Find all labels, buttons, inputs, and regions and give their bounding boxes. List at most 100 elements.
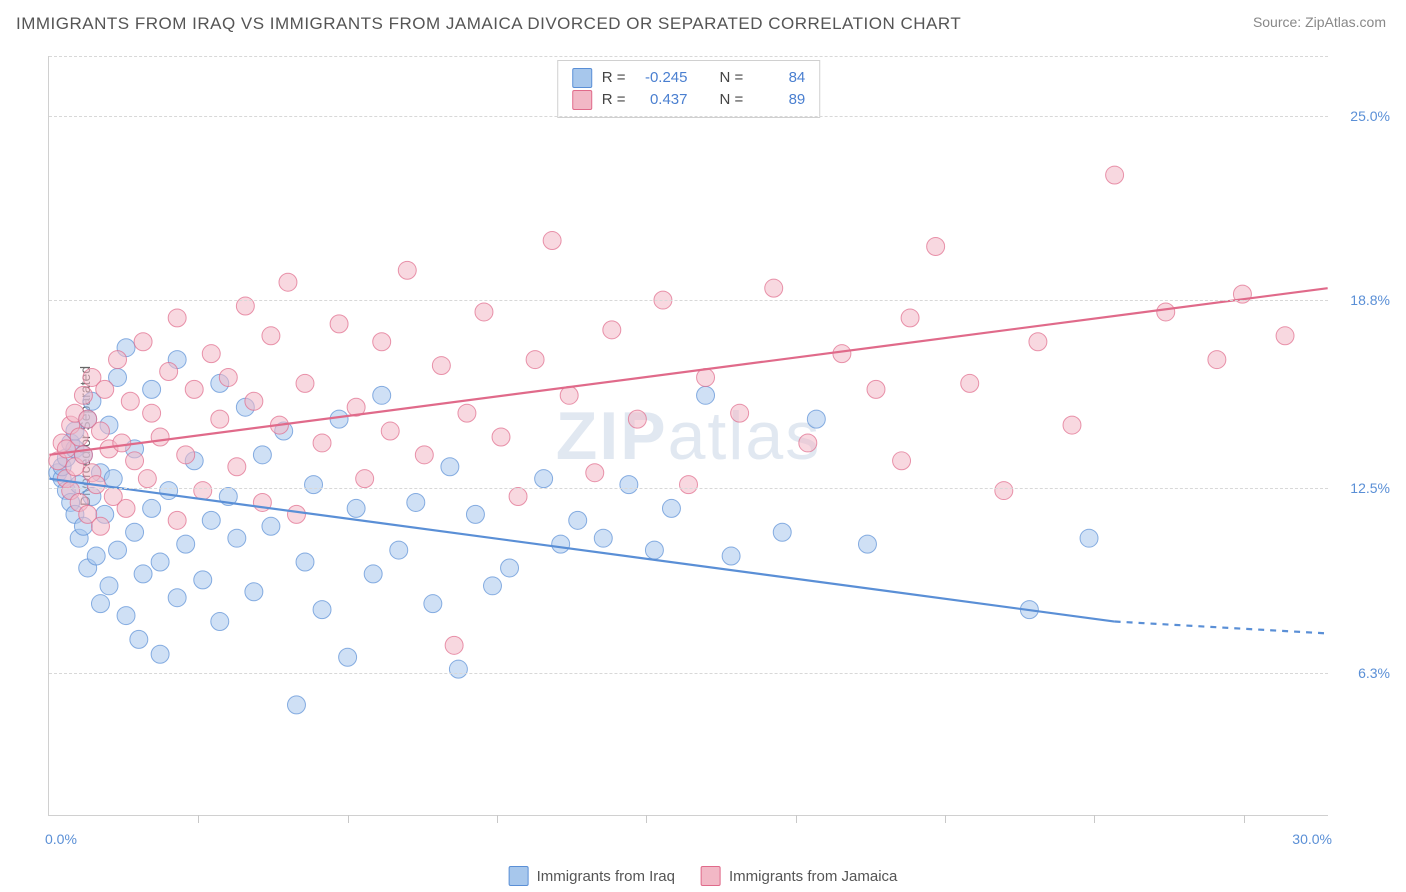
- data-point: [228, 458, 246, 476]
- data-point: [466, 505, 484, 523]
- data-point: [104, 470, 122, 488]
- data-point: [680, 476, 698, 494]
- data-point: [305, 476, 323, 494]
- data-point: [858, 535, 876, 553]
- gridline: [49, 300, 1328, 301]
- data-point: [143, 380, 161, 398]
- data-point: [194, 571, 212, 589]
- y-tick-label: 12.5%: [1350, 480, 1390, 496]
- data-point: [543, 232, 561, 250]
- legend-item: Immigrants from Jamaica: [701, 866, 897, 886]
- correlation-stats-box: R =-0.245N =84R =0.437N =89: [557, 60, 821, 118]
- data-point: [262, 517, 280, 535]
- data-point: [330, 315, 348, 333]
- data-point: [501, 559, 519, 577]
- x-tick: [1094, 815, 1095, 823]
- data-point: [1208, 351, 1226, 369]
- data-point: [432, 357, 450, 375]
- data-point: [109, 351, 127, 369]
- data-point: [91, 517, 109, 535]
- data-point: [1106, 166, 1124, 184]
- data-point: [833, 345, 851, 363]
- data-point: [458, 404, 476, 422]
- data-point: [211, 410, 229, 428]
- data-point: [126, 523, 144, 541]
- data-point: [1080, 529, 1098, 547]
- data-point: [449, 660, 467, 678]
- r-label: R =: [602, 89, 626, 111]
- data-point: [373, 386, 391, 404]
- data-point: [100, 577, 118, 595]
- data-point: [202, 345, 220, 363]
- data-point: [151, 428, 169, 446]
- data-point: [279, 273, 297, 291]
- data-point: [96, 380, 114, 398]
- y-tick-label: 18.8%: [1350, 292, 1390, 308]
- data-point: [91, 422, 109, 440]
- data-point: [722, 547, 740, 565]
- data-point: [228, 529, 246, 547]
- chart-plot-area: Divorced or Separated ZIPatlas R =-0.245…: [48, 56, 1328, 816]
- legend-swatch: [509, 866, 529, 886]
- data-point: [117, 499, 135, 517]
- data-point: [961, 374, 979, 392]
- data-point: [185, 380, 203, 398]
- stats-row: R =-0.245N =84: [572, 67, 806, 89]
- data-point: [475, 303, 493, 321]
- data-point: [731, 404, 749, 422]
- x-tick: [796, 815, 797, 823]
- data-point: [194, 482, 212, 500]
- data-point: [262, 327, 280, 345]
- legend-swatch: [572, 90, 592, 110]
- data-point: [799, 434, 817, 452]
- x-tick: [1244, 815, 1245, 823]
- data-point: [151, 553, 169, 571]
- data-point: [628, 410, 646, 428]
- data-point: [313, 601, 331, 619]
- legend-swatch: [701, 866, 721, 886]
- data-point: [526, 351, 544, 369]
- data-point: [168, 589, 186, 607]
- data-point: [168, 309, 186, 327]
- data-point: [160, 482, 178, 500]
- data-point: [765, 279, 783, 297]
- y-tick-label: 25.0%: [1350, 108, 1390, 124]
- data-point: [87, 547, 105, 565]
- r-value: -0.245: [636, 67, 688, 89]
- gridline: [49, 56, 1328, 57]
- x-tick: [348, 815, 349, 823]
- data-point: [509, 488, 527, 506]
- data-point: [773, 523, 791, 541]
- data-point: [1063, 416, 1081, 434]
- data-point: [807, 410, 825, 428]
- data-point: [143, 499, 161, 517]
- data-point: [151, 645, 169, 663]
- data-point: [662, 499, 680, 517]
- data-point: [445, 636, 463, 654]
- data-point: [373, 333, 391, 351]
- data-point: [603, 321, 621, 339]
- data-point: [492, 428, 510, 446]
- y-tick-label: 6.3%: [1358, 665, 1390, 681]
- data-point: [287, 505, 305, 523]
- data-point: [364, 565, 382, 583]
- data-point: [113, 434, 131, 452]
- data-point: [177, 535, 195, 553]
- x-tick: [945, 815, 946, 823]
- r-value: 0.437: [636, 89, 688, 111]
- data-point: [569, 511, 587, 529]
- data-point: [70, 428, 88, 446]
- data-point: [330, 410, 348, 428]
- legend-label: Immigrants from Iraq: [537, 868, 675, 885]
- data-point: [117, 607, 135, 625]
- data-point: [586, 464, 604, 482]
- data-point: [390, 541, 408, 559]
- data-point: [594, 529, 612, 547]
- data-point: [245, 583, 263, 601]
- data-point: [535, 470, 553, 488]
- data-point: [1157, 303, 1175, 321]
- regression-line: [49, 479, 1114, 622]
- data-point: [893, 452, 911, 470]
- data-point: [356, 470, 374, 488]
- data-point: [74, 386, 92, 404]
